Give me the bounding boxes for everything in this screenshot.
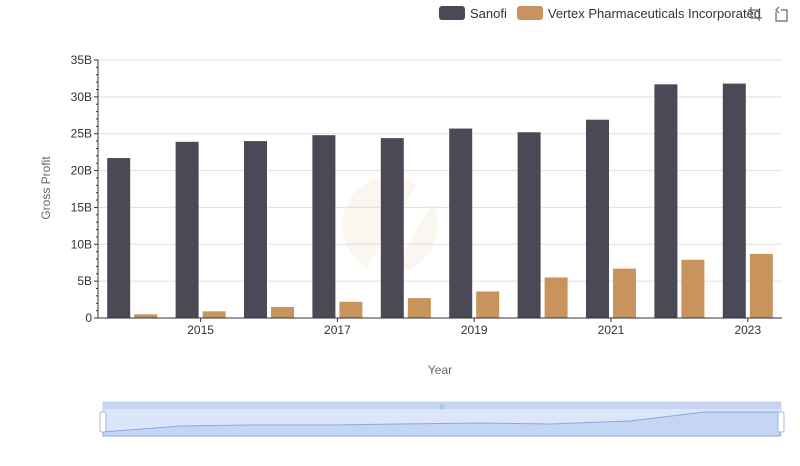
bar-sanofi-2014[interactable] xyxy=(107,158,131,318)
x-tick-label: 2017 xyxy=(324,323,351,337)
y-axis-title: Gross Profit xyxy=(39,156,53,220)
data-zoom-slider[interactable]: ||| xyxy=(99,401,785,437)
bar-sanofi-2018[interactable] xyxy=(380,138,404,318)
bar-vertex-2021[interactable] xyxy=(613,268,636,318)
y-tick-label: 15B xyxy=(71,200,92,214)
y-tick-label: 25B xyxy=(71,127,92,141)
bar-sanofi-2017[interactable] xyxy=(312,135,336,318)
y-tick-label: 0 xyxy=(85,311,92,325)
zoom-icon[interactable] xyxy=(747,6,763,22)
bar-sanofi-2023[interactable] xyxy=(722,83,746,319)
slider-top-bar[interactable] xyxy=(103,402,781,409)
x-axis-title: Year xyxy=(428,363,452,377)
slider-grip-icon[interactable]: ||| xyxy=(440,404,445,410)
bar-vertex-2019[interactable] xyxy=(476,291,500,318)
bar-sanofi-2016[interactable] xyxy=(244,141,267,318)
y-tick-label: 5B xyxy=(77,274,92,288)
slider-preview-line xyxy=(102,411,781,437)
legend-label-sanofi: Sanofi xyxy=(470,5,507,21)
y-tick-label: 30B xyxy=(71,90,92,104)
slider-handle-right[interactable] xyxy=(777,411,785,433)
bar-sanofi-2021[interactable] xyxy=(586,119,609,318)
bar-vertex-2017[interactable] xyxy=(339,301,363,318)
bar-vertex-2020[interactable] xyxy=(544,277,568,318)
axis-layer: 0 5B 10B 15B 20B 25B 30B 35B 2015 2017 2019 2021 202… xyxy=(71,53,782,337)
bar-sanofi-2019[interactable] xyxy=(449,128,473,318)
bar-vertex-2016[interactable] xyxy=(271,306,294,318)
grid-layer xyxy=(98,59,782,282)
bar-sanofi-2020[interactable] xyxy=(517,132,541,318)
slider-handle-left[interactable] xyxy=(99,411,107,433)
bar-vertex-2014[interactable] xyxy=(134,314,158,318)
legend: Sanofi Vertex Pharmaceuticals Incorporat… xyxy=(439,3,771,23)
restore-icon[interactable] xyxy=(773,6,789,22)
legend-item-vertex[interactable]: Vertex Pharmaceuticals Incorporated xyxy=(516,5,762,21)
bar-vertex-2022[interactable] xyxy=(681,259,705,318)
bar-sanofi-2022[interactable] xyxy=(654,84,678,318)
y-tick-label: 20B xyxy=(71,164,92,178)
legend-swatch-vertex xyxy=(516,6,543,20)
y-tick-label: 35B xyxy=(71,53,92,67)
x-tick-label: 2015 xyxy=(187,323,214,337)
legend-label-vertex: Vertex Pharmaceuticals Incorporated xyxy=(547,5,762,21)
x-tick-label: 2019 xyxy=(461,323,488,337)
x-tick-label: 2023 xyxy=(734,323,761,337)
x-tick-label: 2021 xyxy=(598,323,625,337)
legend-swatch-sanofi xyxy=(439,6,465,20)
bar-vertex-2015[interactable] xyxy=(202,311,226,318)
bar-vertex-2018[interactable] xyxy=(407,298,431,318)
legend-item-sanofi[interactable]: Sanofi xyxy=(439,6,507,21)
bar-vertex-2023[interactable] xyxy=(749,253,773,318)
bar-sanofi-2015[interactable] xyxy=(175,141,199,318)
bars-layer xyxy=(107,83,773,319)
y-tick-label: 10B xyxy=(71,237,92,251)
